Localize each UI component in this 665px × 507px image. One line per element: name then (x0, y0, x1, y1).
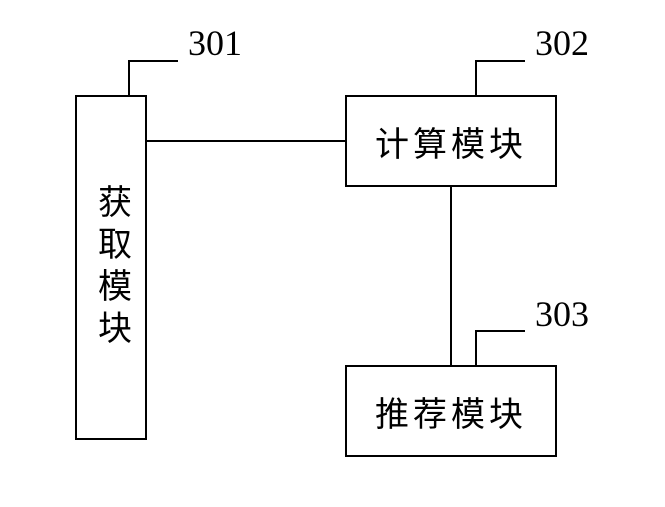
edge-2-3 (450, 187, 452, 365)
node-recommend: 推荐模块 (345, 365, 557, 457)
label-303: 303 (535, 293, 589, 335)
leader-303-h (475, 330, 525, 332)
leader-301-v (128, 60, 130, 95)
node-recommend-label: 推荐模块 (375, 387, 527, 436)
edge-1-2 (147, 140, 345, 142)
node-calculate-label: 计算模块 (375, 117, 527, 166)
leader-302-v (475, 60, 477, 95)
label-301: 301 (188, 22, 242, 64)
leader-303-v (475, 330, 477, 365)
node-acquire-label: 获取模块 (87, 184, 136, 352)
label-302: 302 (535, 22, 589, 64)
leader-302-h (475, 60, 525, 62)
leader-301-h (128, 60, 178, 62)
node-calculate: 计算模块 (345, 95, 557, 187)
node-acquire: 获取模块 (75, 95, 147, 440)
